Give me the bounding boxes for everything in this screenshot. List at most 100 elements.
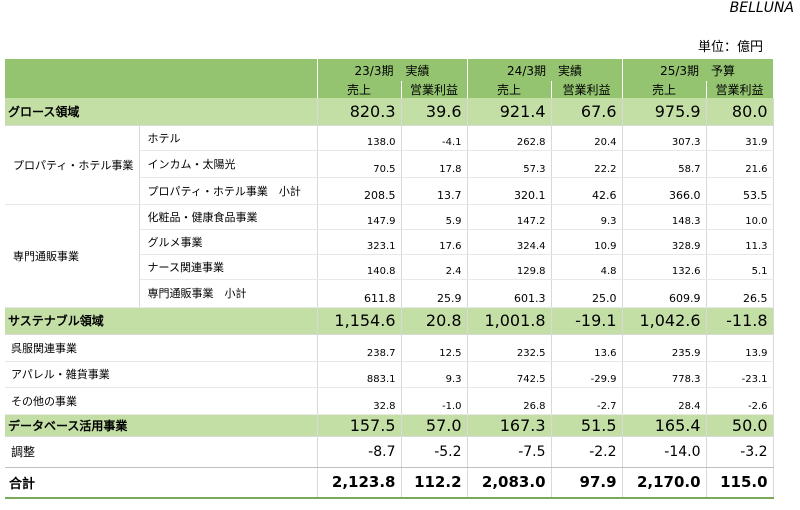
database-section-row: データベース活用事業 157.5 57.0 167.3 51.5 165.4 5… <box>5 414 774 437</box>
value-cell: -3.2 <box>706 436 774 468</box>
value-cell: 9.3 <box>551 204 623 230</box>
column-header: 営業利益 <box>551 81 623 98</box>
value-cell: 140.8 <box>317 254 402 280</box>
row-label: アパレル・雑貨事業 <box>5 361 318 388</box>
value-cell: 67.6 <box>551 98 623 126</box>
period-header: 23/3期 実績 <box>317 59 468 81</box>
value-cell: 57.0 <box>401 414 468 437</box>
row-label: 化粧品・健康食品事業 <box>139 204 318 230</box>
value-cell: -7.5 <box>467 436 552 468</box>
value-cell: 5.9 <box>401 204 468 230</box>
row-label: プロパティ・ホテル事業 小計 <box>139 177 318 205</box>
column-header: 売上 <box>467 81 552 98</box>
row-label: 呉服関連事業 <box>5 334 318 362</box>
value-cell: 17.8 <box>401 150 468 178</box>
column-header: 売上 <box>317 81 402 98</box>
value-cell: 820.3 <box>317 98 402 126</box>
value-cell: 21.6 <box>706 150 774 178</box>
value-cell: 921.4 <box>467 98 552 126</box>
growth-section-row: グロース領域 820.3 39.6 921.4 67.6 975.9 80.0 <box>5 98 774 126</box>
column-header: 営業利益 <box>401 81 468 98</box>
value-cell: -5.2 <box>401 436 468 468</box>
value-cell: 611.8 <box>317 279 402 308</box>
value-cell: 235.9 <box>622 334 707 362</box>
subtotal-row: プロパティ・ホテル事業 小計 208.5 13.7 320.1 42.6 366… <box>5 177 774 205</box>
header-corner <box>5 59 318 81</box>
value-cell: 9.3 <box>401 361 468 388</box>
value-cell: 778.3 <box>622 361 707 388</box>
value-cell: 5.1 <box>706 254 774 280</box>
value-cell: 2,170.0 <box>622 467 707 499</box>
value-cell: -4.1 <box>401 125 468 151</box>
table-row: アパレル・雑貨事業 883.1 9.3 742.5 -29.9 778.3 -2… <box>5 361 774 388</box>
brand-logo: BELLUNA <box>729 0 794 16</box>
segment-table: 23/3期 実績 24/3期 実績 25/3期 予算 売上 営業利益 売上 営業… <box>5 59 774 499</box>
table-row: インカム・太陽光 70.5 17.8 57.3 22.2 58.7 21.6 <box>5 150 774 178</box>
value-cell: 742.5 <box>467 361 552 388</box>
section-label: グロース領域 <box>5 98 318 126</box>
value-cell: 26.5 <box>706 279 774 308</box>
table-row: ナース関連事業 140.8 2.4 129.8 4.8 132.6 5.1 <box>5 254 774 280</box>
row-label: インカム・太陽光 <box>139 150 318 178</box>
value-cell: 70.5 <box>317 150 402 178</box>
header-period-row: 23/3期 実績 24/3期 実績 25/3期 予算 <box>5 59 774 81</box>
value-cell: 320.1 <box>467 177 552 205</box>
value-cell: 208.5 <box>317 177 402 205</box>
value-cell: 39.6 <box>401 98 468 126</box>
value-cell: 262.8 <box>467 125 552 151</box>
value-cell: -2.6 <box>706 387 774 415</box>
unit-label: 単位：億円 <box>697 40 763 55</box>
value-cell: -29.9 <box>551 361 623 388</box>
value-cell: 2,083.0 <box>467 467 552 499</box>
table-row: 呉服関連事業 238.7 12.5 232.5 13.6 235.9 13.9 <box>5 334 774 362</box>
row-label: その他の事業 <box>5 387 318 415</box>
value-cell: 238.7 <box>317 334 402 362</box>
value-cell: -23.1 <box>706 361 774 388</box>
adjustment-row: 調整 -8.7 -5.2 -7.5 -2.2 -14.0 -3.2 <box>5 436 774 468</box>
value-cell: 147.2 <box>467 204 552 230</box>
period-header: 25/3期 予算 <box>622 59 774 81</box>
value-cell: 883.1 <box>317 361 402 388</box>
value-cell: 20.8 <box>401 307 468 335</box>
row-label: 合計 <box>5 467 318 499</box>
row-label: 調整 <box>5 436 318 468</box>
sustainable-section-row: サステナブル領域 1,154.6 20.8 1,001.8 -19.1 1,04… <box>5 307 774 335</box>
value-cell: -8.7 <box>317 436 402 468</box>
value-cell: 975.9 <box>622 98 707 126</box>
value-cell: 28.4 <box>622 387 707 415</box>
value-cell: 10.9 <box>551 229 623 255</box>
value-cell: 307.3 <box>622 125 707 151</box>
value-cell: -14.0 <box>622 436 707 468</box>
value-cell: 25.9 <box>401 279 468 308</box>
value-cell: 13.9 <box>706 334 774 362</box>
table-row: 専門通販事業 化粧品・健康食品事業 147.9 5.9 147.2 9.3 14… <box>5 204 774 308</box>
value-cell: 129.8 <box>467 254 552 280</box>
column-header: 売上 <box>622 81 707 98</box>
value-cell: 53.5 <box>706 177 774 205</box>
table-row: その他の事業 32.8 -1.0 26.8 -2.7 28.4 -2.6 <box>5 387 774 415</box>
value-cell: 323.1 <box>317 229 402 255</box>
value-cell: 609.9 <box>622 279 707 308</box>
value-cell: 2.4 <box>401 254 468 280</box>
total-row: 合計 2,123.8 112.2 2,083.0 97.9 2,170.0 11… <box>5 467 774 499</box>
value-cell: 22.2 <box>551 150 623 178</box>
value-cell: 148.3 <box>622 204 707 230</box>
value-cell: -2.7 <box>551 387 623 415</box>
value-cell: 97.9 <box>551 467 623 499</box>
value-cell: 157.5 <box>317 414 402 437</box>
value-cell: 328.9 <box>622 229 707 255</box>
value-cell: 324.4 <box>467 229 552 255</box>
value-cell: 601.3 <box>467 279 552 308</box>
value-cell: 58.7 <box>622 150 707 178</box>
value-cell: 20.4 <box>551 125 623 151</box>
value-cell: -2.2 <box>551 436 623 468</box>
value-cell: 32.8 <box>317 387 402 415</box>
value-cell: -1.0 <box>401 387 468 415</box>
value-cell: 50.0 <box>706 414 774 437</box>
row-label: グルメ事業 <box>139 229 318 255</box>
subtotal-row: 専門通販事業 小計 611.8 25.9 601.3 25.0 609.9 26… <box>5 279 774 308</box>
value-cell: 132.6 <box>622 254 707 280</box>
value-cell: 42.6 <box>551 177 623 205</box>
column-header: 営業利益 <box>706 81 774 98</box>
value-cell: 4.8 <box>551 254 623 280</box>
